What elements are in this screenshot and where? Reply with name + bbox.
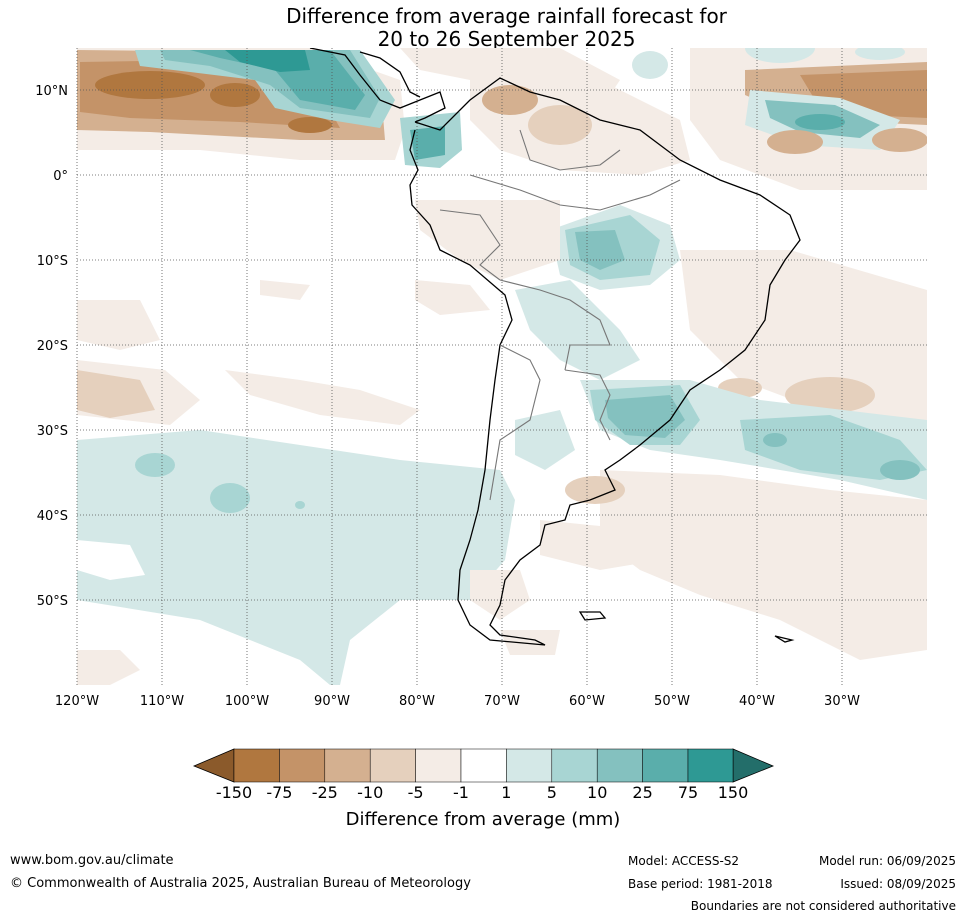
- lon-label: 120°W: [55, 694, 99, 709]
- colorbar-bin: [233, 748, 280, 783]
- lon-label: 60°W: [569, 694, 605, 709]
- colorbar-bin: [642, 748, 689, 783]
- lat-label: 20°S: [37, 339, 68, 354]
- colorbar-tick-label: 1: [501, 783, 511, 802]
- lat-label: 40°S: [37, 509, 68, 524]
- colorbar-tick-label: 25: [632, 783, 652, 802]
- colorbar-bin: [279, 748, 326, 783]
- lon-label: 100°W: [225, 694, 269, 709]
- colorbar-bin: [460, 748, 507, 783]
- lon-label: 80°W: [399, 694, 435, 709]
- colorbar-tick-label: 75: [678, 783, 698, 802]
- lon-label: 90°W: [314, 694, 350, 709]
- colorbar-tick-label: -1: [453, 783, 469, 802]
- title-line-1: Difference from average rainfall forecas…: [286, 4, 727, 28]
- colorbar-tick-label: -150: [216, 783, 252, 802]
- base-period-text: Base period: 1981-2018: [628, 877, 773, 891]
- colorbar-tick-label: 10: [587, 783, 607, 802]
- colorbar-bin: [324, 748, 371, 783]
- lat-label: 10°N: [35, 84, 68, 99]
- colorbar-bin: [596, 748, 643, 783]
- colorbar-bin: [687, 748, 734, 783]
- model-run-text: Model run: 06/09/2025: [818, 854, 956, 868]
- lat-label: 0°: [53, 169, 68, 184]
- lat-label: 50°S: [37, 594, 68, 609]
- colorbar-bin: [506, 748, 553, 783]
- colorbar-title: Difference from average (mm): [346, 809, 621, 830]
- colorbar-bin: [415, 748, 462, 783]
- colorbar-tick-label: -25: [312, 783, 338, 802]
- colorbar-bin: [369, 748, 416, 783]
- country-borders: [439, 129, 681, 501]
- latitude-labels: 10°N 0° 10°S 20°S 30°S 40°S 50°S: [35, 84, 68, 609]
- copyright-text: © Commonwealth of Australia 2025, Austra…: [10, 876, 471, 891]
- rainfall-anomaly-fields: [77, 48, 927, 685]
- colorbar-bin: [551, 748, 598, 783]
- colorbar-max-arrow: [732, 748, 775, 783]
- colorbar-tick-label: 5: [547, 783, 557, 802]
- lon-label: 30°W: [824, 694, 860, 709]
- lon-label: 50°W: [654, 694, 690, 709]
- website-text: www.bom.gov.au/climate: [10, 853, 174, 868]
- colorbar-tick-label: 150: [718, 783, 749, 802]
- title-line-2: 20 to 26 September 2025: [377, 27, 636, 51]
- lon-label: 40°W: [739, 694, 775, 709]
- lon-label: 70°W: [484, 694, 520, 709]
- model-text: Model: ACCESS-S2: [628, 854, 740, 868]
- colorbar-tick-label: -10: [357, 783, 383, 802]
- longitude-labels: 120°W 110°W 100°W 90°W 80°W 70°W 60°W 50…: [55, 694, 860, 709]
- issued-text: Issued: 08/09/2025: [840, 877, 956, 891]
- lat-label: 30°S: [37, 424, 68, 439]
- lat-label: 10°S: [37, 254, 68, 269]
- forecast-map: 10°N 0° 10°S 20°S 30°S 40°S 50°S 120°W 1…: [35, 48, 927, 830]
- colorbar-min-arrow: [192, 748, 235, 783]
- lon-label: 110°W: [140, 694, 184, 709]
- coastlines: [309, 48, 801, 646]
- colorbar-tick-label: -75: [266, 783, 292, 802]
- colorbar-tick-label: -5: [408, 783, 424, 802]
- boundaries-disclaimer: Boundaries are not considered authoritat…: [690, 899, 956, 913]
- colorbar: -150 -75 -25 -10 -5 -1 1 5 10 25 75 150 …: [192, 748, 775, 830]
